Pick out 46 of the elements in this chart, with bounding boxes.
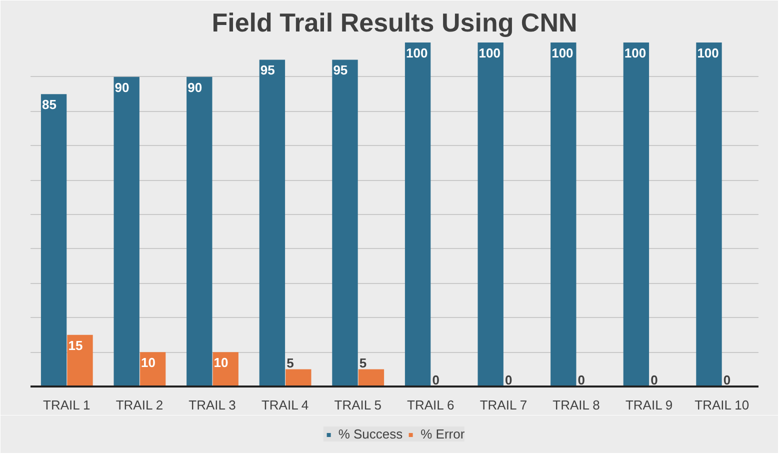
bar [186, 76, 212, 386]
bar [332, 60, 358, 386]
x-tick-label: TRAIL 7 [480, 398, 528, 412]
chart-title: Field Trail Results Using CNN [212, 8, 578, 38]
data-label: 0 [723, 372, 731, 388]
data-label: 10 [214, 355, 228, 370]
bar [358, 369, 384, 386]
legend-label: % Success [338, 426, 403, 442]
bar [696, 42, 722, 386]
x-tick-label: TRAIL 2 [116, 398, 164, 412]
data-label: 0 [650, 372, 658, 388]
data-label: 95 [260, 62, 275, 78]
x-tick-label: TRAIL 9 [625, 398, 673, 412]
x-tick-label: TRAIL 5 [334, 398, 382, 412]
x-tick-label: TRAIL 3 [188, 398, 236, 412]
bar [404, 42, 431, 386]
data-label: 100 [552, 46, 574, 60]
data-label: 15 [68, 338, 83, 353]
data-label: 100 [697, 46, 719, 60]
x-tick-label: TRAIL 6 [407, 398, 454, 412]
bar [259, 60, 286, 386]
x-tick-label: TRAIL 1 [43, 398, 90, 412]
data-label: 85 [42, 97, 56, 112]
x-tick-label: TRAIL 8 [552, 398, 600, 412]
data-label: 0 [432, 372, 440, 388]
x-tick-label: TRAIL 10 [694, 398, 750, 412]
data-label: 0 [505, 372, 512, 388]
legend-label: % Error [420, 426, 465, 442]
bar [286, 369, 312, 386]
data-label: 95 [333, 62, 348, 78]
data-label: 100 [478, 46, 501, 60]
data-label: 0 [578, 372, 586, 388]
bar [623, 42, 650, 386]
bar [478, 42, 504, 386]
data-label: 10 [141, 355, 156, 370]
x-tick-label: TRAIL 4 [261, 398, 309, 412]
bar [40, 94, 67, 386]
data-label: 90 [114, 80, 130, 95]
bar [67, 334, 93, 386]
data-label: 90 [188, 80, 202, 95]
bar [550, 42, 576, 386]
data-label: 5 [359, 355, 367, 370]
data-label: 100 [624, 46, 646, 60]
bar [114, 76, 140, 386]
data-label: 100 [406, 46, 428, 60]
data-label: 5 [286, 355, 294, 370]
